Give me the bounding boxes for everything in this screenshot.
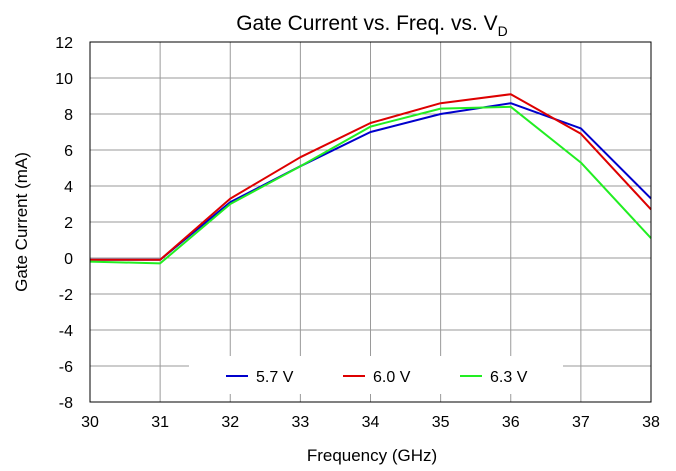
x-tick-label: 35 bbox=[432, 414, 450, 431]
chart-title-main: Gate Current vs. Freq. vs. V bbox=[236, 12, 497, 35]
x-tick-label: 38 bbox=[642, 414, 660, 431]
chart-title-subscript: D bbox=[498, 23, 508, 39]
chart-title: Gate Current vs. Freq. vs. VD bbox=[236, 12, 508, 39]
plot-frame bbox=[89, 41, 652, 403]
y-tick-label: 4 bbox=[64, 179, 73, 196]
legend-label: 6.0 V bbox=[373, 369, 411, 386]
legend-label: 6.3 V bbox=[490, 369, 528, 386]
series-line-6-3-v bbox=[89, 105, 652, 265]
y-tick-label: 0 bbox=[64, 251, 73, 268]
x-tick-label: 32 bbox=[221, 414, 239, 431]
legend: 5.7 V 6.0 V 6.3 V bbox=[189, 356, 563, 394]
grid bbox=[89, 41, 652, 403]
y-tick-label: 8 bbox=[64, 107, 73, 124]
y-tick-label: -6 bbox=[59, 359, 73, 376]
y-tick-label: 2 bbox=[64, 215, 73, 232]
x-tick-label: 37 bbox=[572, 414, 590, 431]
x-tick-label: 36 bbox=[502, 414, 520, 431]
legend-box bbox=[189, 356, 563, 394]
x-axis-label: Frequency (GHz) bbox=[307, 446, 437, 465]
y-axis-ticks: -8 -6 -4 -2 0 2 4 6 8 10 12 bbox=[55, 35, 73, 412]
x-tick-label: 31 bbox=[151, 414, 169, 431]
x-axis-ticks: 30 31 32 33 34 35 36 37 38 bbox=[81, 414, 660, 431]
y-tick-label: -8 bbox=[59, 395, 73, 412]
y-tick-label: 12 bbox=[55, 35, 73, 52]
x-tick-label: 30 bbox=[81, 414, 99, 431]
legend-label: 5.7 V bbox=[256, 369, 294, 386]
series-line-6-0-v bbox=[90, 93, 652, 261]
y-tick-label: 6 bbox=[64, 143, 73, 160]
y-tick-label: 10 bbox=[55, 71, 73, 88]
y-axis-label: Gate Current (mA) bbox=[12, 152, 31, 292]
x-tick-label: 33 bbox=[291, 414, 309, 431]
series-lines bbox=[89, 93, 652, 265]
y-tick-label: -4 bbox=[59, 323, 73, 340]
y-tick-label: -2 bbox=[59, 287, 73, 304]
x-tick-label: 34 bbox=[362, 414, 380, 431]
